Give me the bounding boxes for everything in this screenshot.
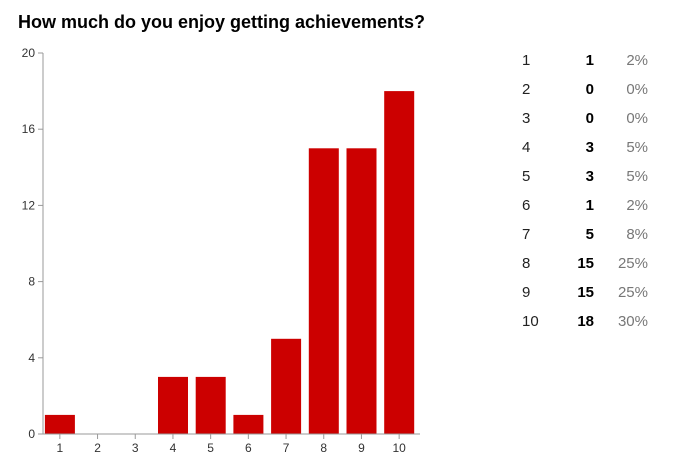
bar-6 [233, 414, 264, 434]
summary-count: 0 [585, 81, 594, 98]
summary-percent: 0% [626, 81, 648, 98]
summary-option-label: 7 [522, 226, 531, 243]
bar-4 [158, 376, 188, 434]
response-summary-table: 1 1 2% 2 0 0% 3 0 0% 4 3 5% 5 3 5% 6 1 2% 7 5 8% 8 15 25% 9 15 25%… [522, 46, 648, 336]
summary-row: 10 18 30% [522, 307, 648, 336]
y-tick-label: 4 [28, 351, 35, 365]
summary-percent: 5% [626, 168, 648, 185]
summary-count: 1 [585, 52, 594, 69]
summary-row: 7 5 8% [522, 220, 648, 249]
summary-count: 15 [577, 284, 594, 301]
x-tick-label: 4 [170, 441, 177, 455]
summary-row: 3 0 0% [522, 104, 648, 133]
summary-percent: 0% [626, 110, 648, 127]
summary-row: 1 1 2% [522, 46, 648, 75]
response-summary-rows: 1 1 2% 2 0 0% 3 0 0% 4 3 5% 5 3 5% 6 1 2% 7 5 8% 8 15 25% 9 15 25%… [522, 46, 648, 336]
summary-percent: 25% [617, 284, 648, 301]
chart-title: How much do you enjoy getting achievemen… [18, 12, 426, 32]
x-tick-label: 5 [207, 441, 214, 455]
x-tick-label: 1 [57, 441, 64, 455]
summary-count: 3 [585, 168, 594, 185]
summary-percent: 30% [617, 313, 648, 330]
summary-row: 2 0 0% [522, 75, 648, 104]
summary-row: 4 3 5% [522, 133, 648, 162]
summary-row: 5 3 5% [522, 162, 648, 191]
y-tick-label: 0 [28, 427, 35, 441]
summary-count: 5 [585, 226, 594, 243]
summary-percent: 8% [626, 226, 648, 243]
x-tick-label: 9 [358, 441, 365, 455]
bar-9 [346, 148, 377, 435]
y-tick-label: 12 [22, 198, 36, 212]
bar-8 [308, 148, 339, 435]
summary-option-label: 10 [522, 313, 539, 330]
summary-percent: 5% [626, 139, 648, 156]
summary-option-label: 9 [522, 284, 531, 301]
bar-5 [195, 376, 226, 434]
summary-percent: 2% [626, 197, 648, 214]
summary-row: 9 15 25% [522, 278, 648, 307]
summary-row: 8 15 25% [522, 249, 648, 278]
summary-option-label: 2 [522, 81, 531, 98]
x-tick-label: 8 [320, 441, 327, 455]
summary-count: 3 [585, 139, 594, 156]
summary-option-label: 4 [522, 139, 531, 156]
bar-1 [44, 414, 75, 434]
summary-count: 15 [577, 255, 594, 272]
x-tick-label: 3 [132, 441, 139, 455]
summary-count: 1 [585, 197, 594, 214]
x-tick-label: 6 [245, 441, 252, 455]
summary-option-label: 1 [522, 52, 531, 69]
y-tick-label: 8 [28, 275, 35, 289]
y-tick-label: 20 [22, 46, 36, 60]
x-tick-label: 7 [283, 441, 290, 455]
x-tick-label: 2 [94, 441, 101, 455]
summary-count: 18 [577, 313, 594, 330]
summary-percent: 25% [617, 255, 648, 272]
bar-10 [384, 91, 415, 434]
summary-percent: 2% [626, 52, 648, 69]
summary-option-label: 3 [522, 110, 531, 127]
summary-option-label: 8 [522, 255, 531, 272]
summary-row: 6 1 2% [522, 191, 648, 220]
summary-option-label: 5 [522, 168, 531, 185]
summary-count: 0 [585, 110, 594, 127]
summary-option-label: 6 [522, 197, 531, 214]
bar-7 [271, 338, 302, 435]
x-tick-label: 10 [392, 441, 406, 455]
y-tick-label: 16 [22, 122, 36, 136]
